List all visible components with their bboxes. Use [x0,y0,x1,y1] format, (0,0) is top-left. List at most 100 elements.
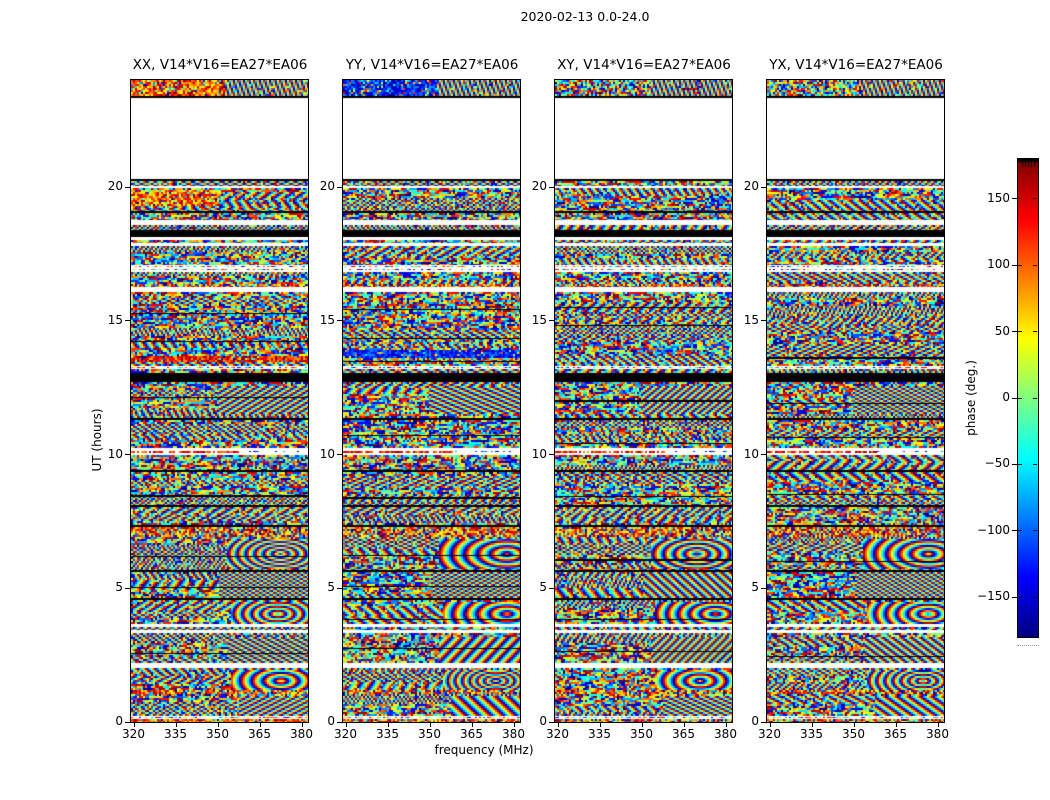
panel-title-yy: YY, V14*V16=EA27*EA06 [345,57,519,73]
x-tick-mark [259,723,261,727]
colorbar-tick-label: 50 [994,323,1010,338]
x-tick-label: 380 [926,727,949,741]
y-tick-mark [549,454,554,455]
x-tick-mark [937,723,939,727]
colorbar-tick-mark [1033,530,1037,532]
y-tick-mark [761,721,766,723]
y-tick-mark [125,721,130,723]
y-tick-mark [337,587,342,589]
heatmap-panel-xx [130,79,309,723]
y-tick-label: 5 [539,580,547,595]
x-tick-label: 380 [714,727,737,741]
y-tick-label: 10 [319,446,335,461]
colorbar-tick-mark [1018,596,1022,598]
figure-title: 2020-02-13 0.0-24.0 [520,9,650,24]
y-tick-label: 20 [107,179,123,193]
y-tick-mark [549,721,554,723]
y-tick-mark [761,186,766,188]
colorbar-canvas [1018,159,1038,637]
y-tick-label: 10 [743,446,759,461]
y-tick-mark [337,454,342,455]
heatmap-canvas-yx [767,80,944,722]
x-tick-mark [217,723,219,727]
x-tick-label: 335 [164,727,187,741]
x-tick-mark [895,723,897,727]
x-tick-label: 365 [248,727,271,741]
colorbar-tick-mark [1012,596,1017,598]
heatmap-panel-yy [342,79,521,723]
colorbar-tick-mark [1033,397,1037,399]
colorbar-tick-mark [1018,463,1022,465]
panel-title-xx: XX, V14*V16=EA27*EA06 [132,57,308,73]
y-tick-label: 20 [743,179,759,193]
x-tick-label: 350 [630,727,653,741]
y-axis-label: UT (hours) [90,408,104,472]
y-tick-label: 20 [531,179,547,193]
colorbar-tick-mark [1018,198,1022,200]
colorbar-tick-mark [1018,331,1022,333]
y-tick-label: 5 [751,580,759,595]
y-tick-label: 10 [531,446,547,461]
y-tick-mark [761,320,766,322]
x-tick-mark [683,723,685,727]
colorbar [1017,158,1039,638]
colorbar-tick-label: −50 [984,456,1010,471]
x-tick-label: 380 [290,727,313,741]
y-tick-label: 0 [115,714,123,728]
y-tick-label: 0 [539,714,547,728]
y-tick-mark [761,587,766,589]
colorbar-tick-mark [1012,331,1017,333]
x-tick-label: 320 [546,727,569,741]
x-tick-label: 350 [206,727,229,741]
colorbar-tick-mark [1012,198,1017,200]
x-tick-label: 335 [376,727,399,741]
x-tick-mark [471,723,473,727]
y-tick-mark [125,186,130,188]
y-tick-mark [761,454,766,455]
x-tick-mark [641,723,643,727]
colorbar-tick-label: −100 [977,522,1010,537]
x-tick-label: 320 [334,727,357,741]
panel-title-xy: XY, V14*V16=EA27*EA06 [557,57,731,73]
y-tick-label: 5 [327,580,335,595]
x-tick-mark [133,723,135,727]
y-tick-mark [549,186,554,188]
y-tick-label: 0 [751,714,759,728]
y-tick-label: 5 [115,580,123,595]
colorbar-tick-mark [1033,331,1037,333]
colorbar-underline [1017,645,1039,646]
colorbar-tick-mark [1012,530,1017,532]
y-tick-mark [337,186,342,188]
x-tick-label: 365 [884,727,907,741]
y-tick-label: 20 [319,179,335,193]
x-tick-mark [175,723,177,727]
x-tick-mark [853,723,855,727]
x-tick-mark [811,723,813,727]
y-tick-mark [549,320,554,322]
x-tick-label: 320 [758,727,781,741]
x-tick-mark [345,723,347,727]
y-tick-label: 15 [531,312,547,327]
colorbar-tick-mark [1018,530,1022,532]
colorbar-tick-label: −150 [977,589,1010,604]
y-tick-mark [337,721,342,723]
y-tick-label: 0 [327,714,335,728]
y-tick-mark [125,587,130,589]
colorbar-tick-label: 150 [987,190,1010,205]
heatmap-canvas-xx [131,80,308,722]
colorbar-tick-mark [1033,264,1037,266]
x-tick-mark [429,723,431,727]
heatmap-panel-xy [554,79,733,723]
x-tick-label: 350 [842,727,865,741]
heatmap-canvas-xy [555,80,732,722]
y-tick-mark [549,587,554,589]
x-tick-label: 350 [418,727,441,741]
x-tick-label: 335 [800,727,823,741]
colorbar-tick-mark [1018,264,1022,266]
x-tick-mark [769,723,771,727]
colorbar-tick-label: 100 [987,257,1010,272]
x-tick-mark [599,723,601,727]
colorbar-tick-mark [1033,198,1037,200]
x-tick-label: 320 [122,727,145,741]
